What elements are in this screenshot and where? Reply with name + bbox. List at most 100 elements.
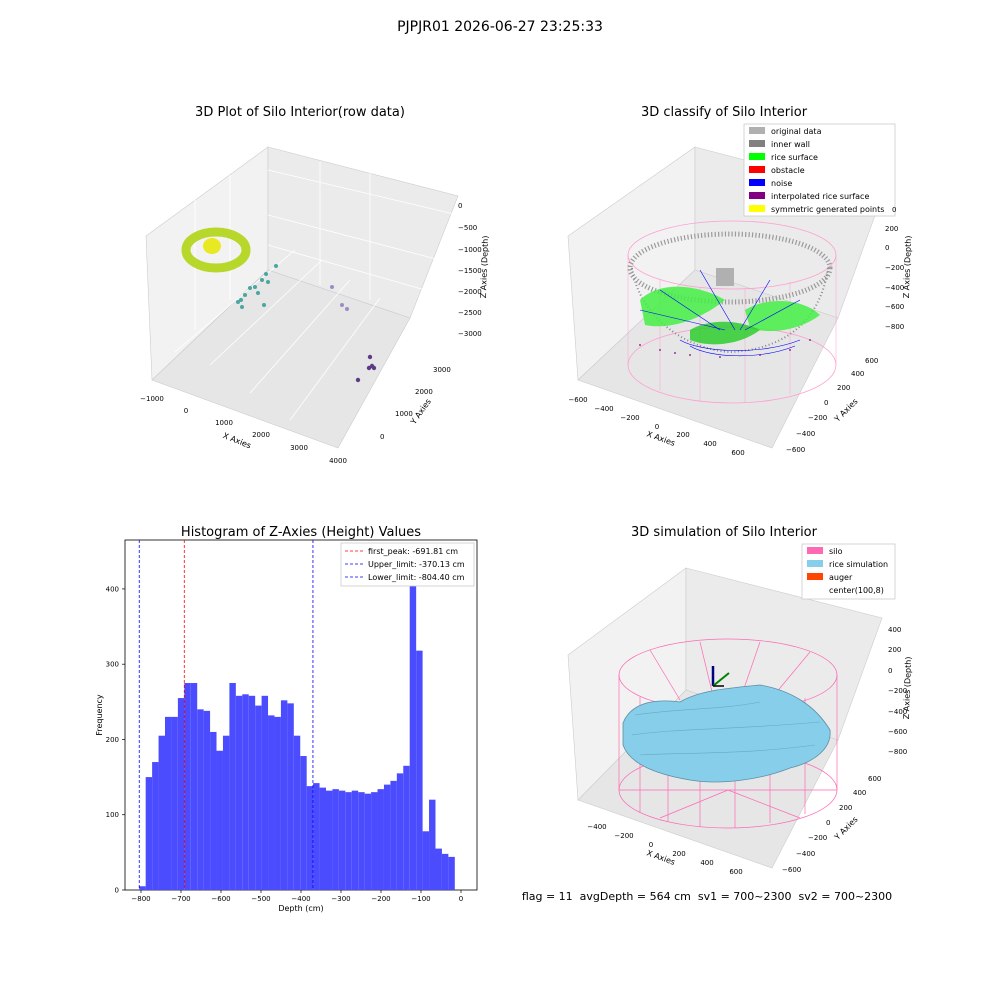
panel2-ztick: −800	[885, 323, 904, 331]
panel1-axes-box	[145, 146, 459, 449]
panel4-ytick: 400	[853, 789, 866, 797]
panel2-y-label: Y Axies	[832, 397, 860, 425]
panel4-xtick: 0	[649, 841, 653, 849]
histogram-bar	[416, 650, 423, 890]
panel4-y-label: Y Axies	[832, 815, 860, 843]
histogram-bar	[358, 792, 365, 890]
panel4-title: 3D simulation of Silo Interior	[631, 525, 818, 540]
histogram-bar	[422, 831, 430, 890]
histogram-bar	[280, 700, 288, 890]
histogram-bar	[390, 780, 397, 890]
histogram-legend: first_peak: -691.81 cm Upper_limit: -370.…	[340, 542, 475, 587]
panel2-noise	[639, 269, 801, 357]
histogram-legend-label: Lower_limit: -804.40 cm	[368, 573, 465, 582]
panel1-xtick: 4000	[329, 457, 347, 465]
histogram-bar	[300, 756, 307, 890]
panel2-ztick: 200	[885, 225, 898, 233]
panel2-legend-label: obstacle	[771, 166, 805, 175]
panel4-ztick: 200	[888, 646, 901, 654]
histogram-bar	[197, 709, 204, 890]
panel2-ytick: −200	[808, 414, 827, 422]
histogram-bar	[268, 715, 275, 890]
panel2-center-gray	[716, 268, 734, 286]
panel2-ytick: 200	[837, 384, 850, 392]
histogram-bar	[338, 790, 346, 890]
panel2-legend-label: interpolated rice surface	[771, 192, 869, 201]
histogram-bar	[158, 735, 165, 890]
panel2-xtick: 200	[676, 431, 689, 439]
histogram-bar	[319, 787, 326, 890]
histogram-bar	[184, 683, 191, 890]
histogram-bar	[364, 793, 372, 890]
panel4-ztick: −400	[888, 708, 907, 716]
histogram-y-label: Frequency	[95, 694, 104, 736]
panel4-xtick: 200	[672, 850, 685, 858]
panel2-xtick: 400	[703, 440, 716, 448]
panel1-x-label: X Axies	[222, 431, 253, 450]
panel4-auger	[711, 666, 730, 687]
histogram-bar	[139, 886, 146, 890]
histogram-x-tick-label: −300	[331, 895, 350, 903]
histogram-bars	[139, 555, 455, 890]
histogram-bar	[306, 786, 314, 890]
panel2-ytick: 0	[824, 399, 828, 407]
panel2-legend-label: original data	[771, 127, 822, 136]
histogram-x-tick-label: −600	[211, 895, 230, 903]
panel2-legend-label: symmetric generated points	[771, 205, 884, 214]
histogram-x-tick-label: −200	[371, 895, 390, 903]
panel2-xtick: −200	[620, 414, 639, 422]
histogram-bar	[326, 790, 333, 890]
panel4-z-label: Z Axies (Depth)	[902, 656, 913, 719]
panel4-xtick: 600	[729, 868, 742, 876]
panel2-legend-label: rice surface	[771, 153, 818, 162]
panel4-xtick: 400	[700, 859, 713, 867]
panel4-xtick: −200	[614, 832, 633, 840]
panel-histogram: Histogram of Z-Axies (Height) Values −80…	[95, 525, 478, 913]
panel2-ztick: −200	[885, 264, 904, 272]
panel1-xtick: −1000	[140, 395, 164, 403]
figure-title: PJPJR01 2026-06-27 23:25:33	[397, 19, 603, 35]
histogram-bar	[383, 784, 391, 890]
panel2-legend-swatch	[749, 205, 765, 212]
panel1-ytick: 2000	[415, 388, 433, 396]
histogram-bar	[409, 555, 417, 890]
panel1-xtick: 1000	[215, 419, 233, 427]
panel1-ztick: 0	[458, 202, 462, 210]
status-line: flag = 11 avgDepth = 564 cm sv1 = 700~23…	[522, 890, 892, 903]
histogram-bar	[435, 848, 442, 890]
panel2-ytick: 400	[851, 370, 864, 378]
panel2-ztick: −400	[885, 284, 904, 292]
histogram-bar	[248, 695, 256, 890]
panel4-ztick: −600	[888, 728, 907, 736]
panel2-legend-swatch	[749, 179, 765, 186]
panel1-title: 3D Plot of Silo Interior(row data)	[195, 105, 405, 120]
panel4-ztick: −800	[888, 748, 907, 756]
histogram-x-ticks: −800 −700 −600 −500 −400 −300 −200 −100 0	[131, 890, 463, 903]
histogram-bar	[441, 853, 449, 890]
histogram-bar	[313, 783, 320, 890]
panel1-ztick: −2500	[458, 309, 482, 317]
panel2-legend: original data inner wall rice surface obsta…	[743, 123, 896, 217]
panel4-ztick: 0	[888, 667, 892, 675]
panel4-ytick: −400	[796, 850, 815, 858]
panel4-legend-swatch	[807, 547, 823, 554]
histogram-bar	[171, 716, 178, 890]
histogram-y-ticks: 0 100 200 300 400	[106, 585, 125, 895]
histogram-legend-label: Upper_limit: -370.13 cm	[368, 560, 465, 569]
panel2-rice-surface	[640, 286, 820, 345]
panel1-ztick: −3000	[458, 330, 482, 338]
panel1-z-label: Z Axies (Depth)	[479, 235, 490, 298]
panel4-ztick: 400	[888, 626, 901, 634]
histogram-bar	[152, 762, 159, 890]
panel2-xtick: 600	[731, 449, 744, 457]
panel2-xtick: −600	[568, 396, 587, 404]
histogram-bar	[190, 683, 198, 890]
panel2-legend-swatch	[749, 153, 765, 160]
panel1-points	[181, 227, 377, 383]
panel1-grid	[174, 162, 459, 421]
panel1-tick-labels: −1000 0 1000 2000 3000 4000 0 1000 2000 …	[140, 202, 482, 465]
panel2-obstacle-marks	[639, 339, 811, 358]
histogram-bar	[145, 777, 153, 890]
panel4-legend-swatch	[807, 573, 823, 580]
